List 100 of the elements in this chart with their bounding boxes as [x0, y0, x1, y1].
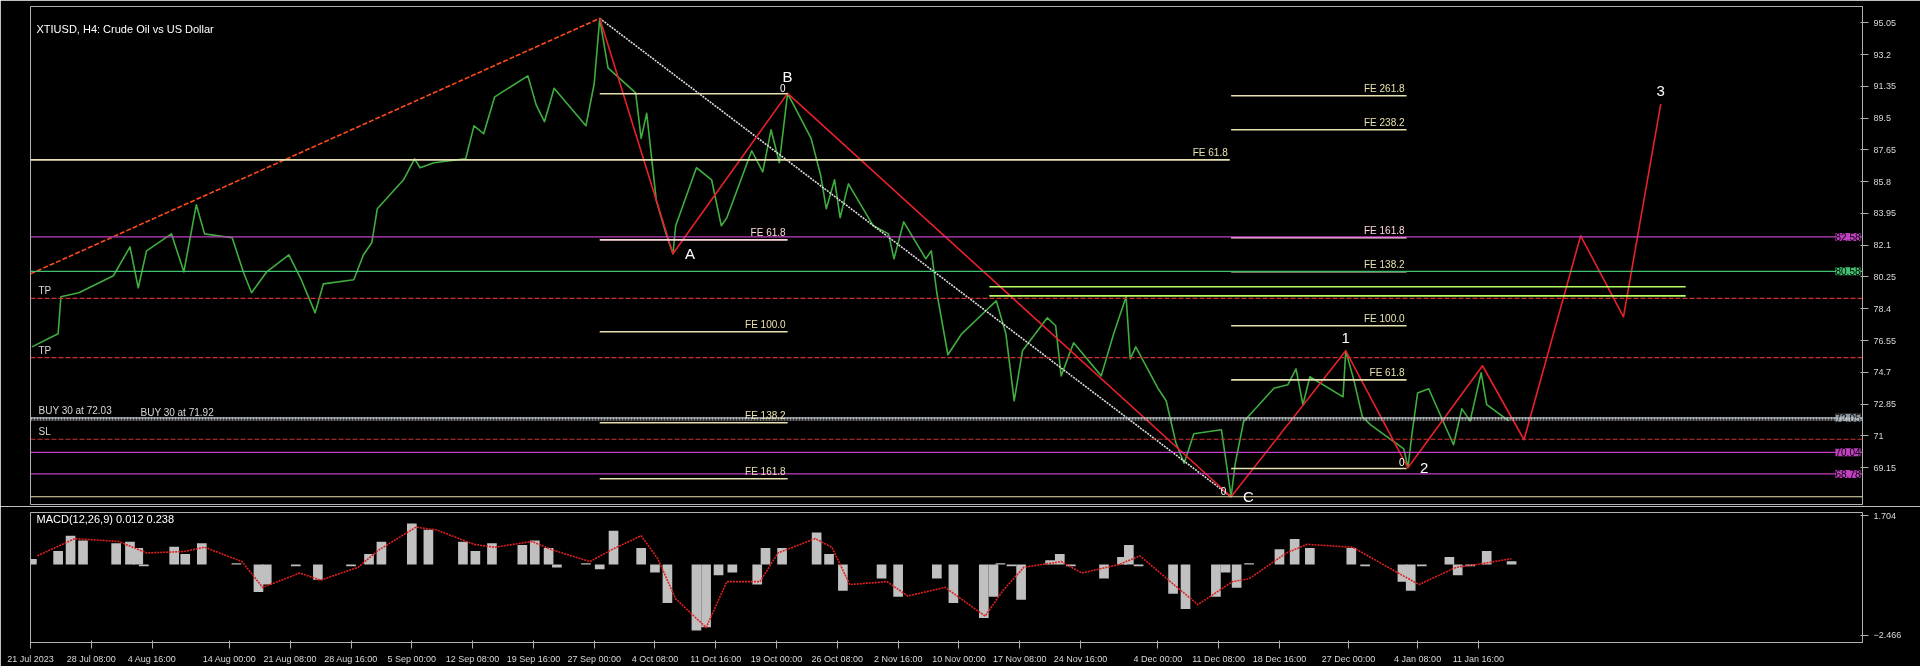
- bar: [1168, 564, 1178, 594]
- x-tick-label: 14 Aug 00:00: [202, 653, 256, 664]
- bar: [1180, 564, 1191, 609]
- x-tick-label: 27 Sep 00:00: [567, 653, 621, 664]
- series-label: FE 161.8: [1363, 224, 1406, 236]
- x-tick-label: 4 Dec 00:00: [1133, 653, 1183, 664]
- ref-line-label: 82.58: [1835, 231, 1861, 243]
- series-label: FE 100.0: [745, 318, 787, 330]
- y-tick-label: 91.35: [1873, 81, 1897, 92]
- y-tick-label: 83.95: [1873, 208, 1897, 219]
- bar: [931, 564, 942, 579]
- bar: [458, 541, 468, 565]
- bar: [406, 523, 417, 565]
- x-tick-label: 26 Oct 08:00: [811, 653, 864, 664]
- series-label: FE 138.2: [1363, 258, 1406, 270]
- x-tick-label: 4 Aug 16:00: [127, 653, 176, 664]
- bar: [487, 543, 497, 565]
- x-tick-label: 11 Dec 08:00: [1192, 653, 1246, 664]
- bar: [78, 540, 88, 565]
- bar: [1346, 548, 1357, 565]
- bar: [893, 564, 903, 597]
- bar: [948, 564, 959, 603]
- ref-line-label: TP: [38, 344, 52, 356]
- y-tick-label: 85.8: [1873, 176, 1892, 187]
- x-tick-label: 12 Sep 08:00: [445, 653, 500, 664]
- x-tick-label: 4 Jan 08:00: [1394, 653, 1442, 664]
- bar: [423, 529, 434, 565]
- bar: [313, 564, 323, 580]
- ref-line-label: 70.04: [1835, 447, 1861, 459]
- ref-line-label: TP: [38, 285, 52, 297]
- x-tick-label: 4 Oct 08:00: [631, 653, 679, 664]
- x-tick-label: 10 Nov 00:00: [932, 653, 986, 664]
- y-tick-label: 87.65: [1873, 144, 1897, 155]
- ref-line-label: BUY 30 at 71.92: [140, 407, 215, 419]
- ref-line-label: SL: [38, 426, 52, 438]
- chart-title: MACD(12,26,9) 0.012 0.238: [36, 512, 175, 525]
- series-label: FE 100.0: [1363, 312, 1406, 324]
- series-label: FE 238.2: [1363, 116, 1406, 128]
- x-tick-label: 2 Nov 16:00: [873, 653, 923, 664]
- bar: [111, 543, 121, 565]
- bar: [594, 564, 605, 570]
- bar: [1305, 548, 1315, 565]
- bar: [470, 550, 481, 565]
- annotation: 3: [1656, 81, 1665, 99]
- y-tick-label: 74.7: [1873, 367, 1892, 378]
- x-tick-label: 27 Dec 00:00: [1321, 653, 1376, 664]
- bar: [727, 564, 738, 573]
- bar: [53, 550, 63, 565]
- bar: [824, 554, 834, 565]
- y-tick-label: 71: [1873, 430, 1884, 441]
- y-tick-label: 78.4: [1873, 303, 1892, 314]
- x-tick-label: 11 Jan 16:00: [1452, 653, 1505, 664]
- x-tick-label: 28 Aug 16:00: [324, 653, 378, 664]
- x-tick-label: 19 Oct 00:00: [750, 653, 803, 664]
- y-tick-label: 95.05: [1873, 17, 1897, 28]
- ref-line-label: 72.05: [1835, 412, 1861, 424]
- x-tick-label: 11 Oct 16:00: [690, 653, 742, 664]
- x-tick-label: 21 Aug 08:00: [263, 653, 317, 664]
- series-label: FE 61.8: [1192, 146, 1229, 158]
- bar: [1099, 564, 1109, 579]
- y-tick-label: 72.85: [1873, 399, 1897, 410]
- x-tick-label: 18 Dec 16:00: [1252, 653, 1307, 664]
- y-tick-label: 80.25: [1873, 271, 1897, 282]
- annotation: 1: [1341, 328, 1350, 346]
- y-tick-label: 69.15: [1873, 462, 1897, 473]
- ref-line-label: 80.58: [1835, 266, 1861, 278]
- bar: [650, 564, 660, 573]
- bar: [636, 548, 646, 565]
- bar: [838, 564, 848, 591]
- y-tick-label: 89.5: [1873, 113, 1892, 124]
- x-tick-label: 24 Nov 16:00: [1053, 653, 1108, 664]
- line-series: [36, 526, 1513, 629]
- bar: [1231, 564, 1242, 588]
- x-tick-label: 5 Sep 00:00: [387, 653, 437, 664]
- y-tick-label: 76.55: [1873, 335, 1897, 346]
- bar: [777, 548, 787, 565]
- bar: [517, 544, 528, 565]
- bar: [713, 564, 724, 576]
- x-tick-label: 19 Sep 16:00: [506, 653, 561, 664]
- y-tick-label: 93.2: [1873, 49, 1892, 60]
- series-label: FE 261.8: [1363, 82, 1406, 94]
- annotation: 2: [1419, 458, 1429, 476]
- y-tick-label: −2.466: [1873, 630, 1902, 641]
- bar: [196, 543, 207, 565]
- x-tick-label: 21 Jul 2023: [7, 653, 54, 664]
- y-tick-label: 82.1: [1873, 240, 1892, 251]
- x-tick-label: 17 Nov 08:00: [992, 653, 1047, 664]
- y-tick-label: 1.704: [1873, 510, 1897, 521]
- annotation: 0: [1220, 485, 1227, 497]
- annotation: 0: [1399, 457, 1406, 469]
- series-label: FE 61.8: [1369, 366, 1406, 378]
- x-tick-label: 28 Jul 08:00: [66, 653, 116, 664]
- series-label: FE 61.8: [750, 226, 787, 238]
- text: XTIUSD, H4: Crude Oil vs US Dollar: [36, 22, 215, 35]
- bar: [876, 564, 887, 579]
- ref-line-label: BUY 30 at 72.03: [38, 405, 113, 417]
- annotation: A: [684, 245, 695, 263]
- bar: [529, 540, 540, 565]
- annotation: 0: [780, 82, 787, 94]
- ref-line-label: 68.78: [1835, 468, 1861, 480]
